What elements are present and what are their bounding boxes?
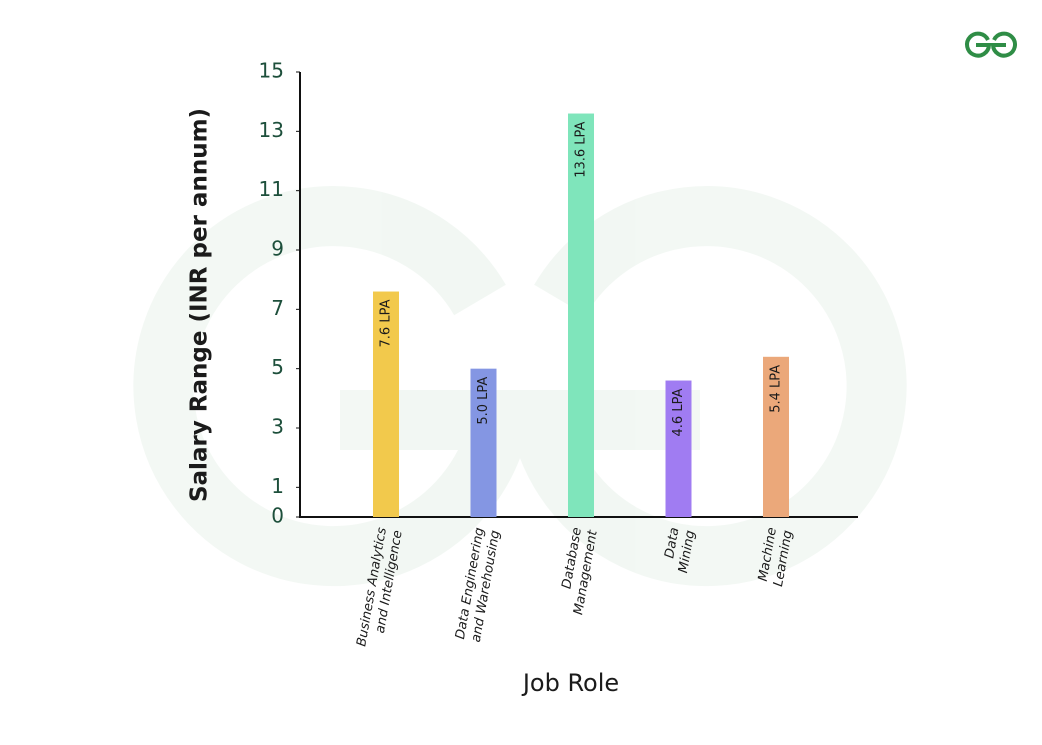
y-tick-label: 15	[259, 59, 284, 83]
watermark	[133, 186, 907, 587]
bar	[665, 380, 692, 517]
value-label: 4.6 LPA	[671, 388, 686, 436]
y-tick-label: 5	[271, 355, 284, 379]
y-axis-title: Salary Range (INR per annum)	[187, 108, 213, 502]
x-tick-label-line: Data	[662, 526, 682, 559]
y-tick-label: 0	[271, 504, 284, 528]
y-tick-label: 11	[259, 177, 284, 201]
value-label: 5.4 LPA	[769, 365, 784, 413]
y-tick-label: 7	[271, 296, 284, 320]
x-axis-title: Job Role	[521, 669, 619, 697]
logo	[965, 31, 1017, 58]
y-tick-label: 9	[271, 237, 284, 261]
value-label: 5.0 LPA	[476, 377, 491, 425]
bar	[373, 291, 399, 517]
bar	[763, 356, 789, 517]
x-tick-label: Database Management	[554, 525, 600, 620]
y-tick-label: 13	[259, 118, 284, 142]
y-tick-label: 1	[271, 474, 284, 498]
value-label: 13.6 LPA	[574, 121, 589, 177]
bar	[568, 113, 594, 518]
bar	[470, 368, 497, 517]
y-tick-label: 3	[271, 415, 284, 439]
x-tick-label: Data Engineering and Warehousing	[452, 526, 503, 647]
value-label: 7.6 LPA	[379, 299, 394, 347]
